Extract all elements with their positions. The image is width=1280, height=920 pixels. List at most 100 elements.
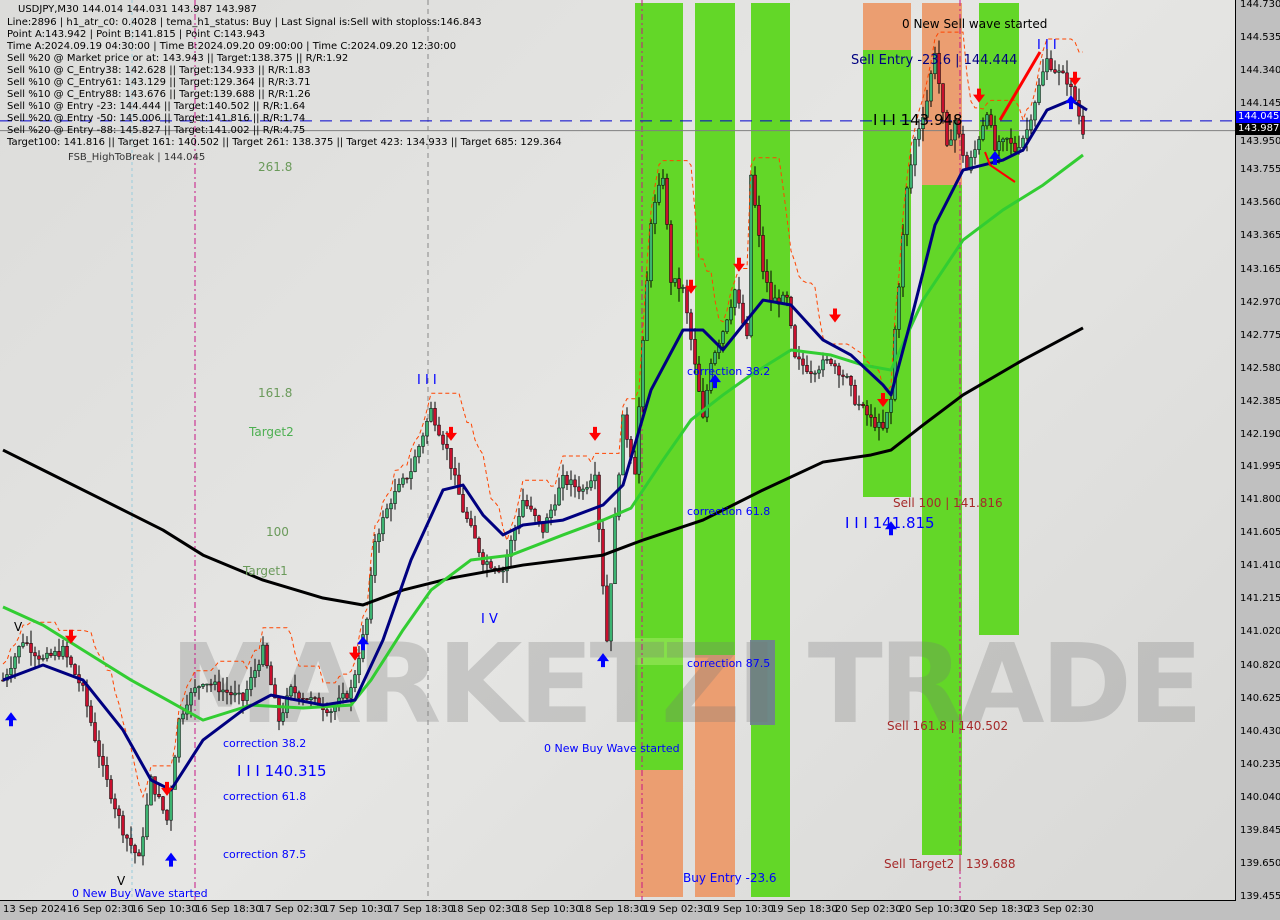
fsb-label: FSB_HighToBreak | 144.045 bbox=[68, 152, 206, 163]
candle-body bbox=[1037, 84, 1041, 103]
candle-body bbox=[805, 365, 809, 372]
candle-body bbox=[53, 651, 57, 656]
candle-body bbox=[709, 363, 713, 391]
price-tick-label: 143.365 bbox=[1240, 229, 1280, 241]
price-tick-label: 140.625 bbox=[1240, 693, 1280, 705]
signal-zone bbox=[751, 3, 790, 897]
price-tick-label: 144.340 bbox=[1240, 64, 1280, 76]
buy-arrow-icon bbox=[5, 712, 17, 727]
candle-body bbox=[217, 681, 221, 693]
candle-body bbox=[529, 505, 533, 510]
candle-body bbox=[17, 646, 21, 658]
price-tick-label: 141.800 bbox=[1240, 494, 1280, 506]
candle-body bbox=[445, 443, 449, 449]
candle-body bbox=[533, 508, 537, 516]
candle-body bbox=[249, 677, 253, 690]
correction-38-label: correction 38.2 bbox=[223, 737, 307, 750]
price-tick-label: 144.535 bbox=[1240, 31, 1280, 43]
candle-body bbox=[365, 618, 369, 635]
candle-body bbox=[721, 331, 725, 344]
sell-100-label: Sell 100 | 141.816 bbox=[893, 496, 1003, 510]
time-tick-label: 20 Sep 02:30 bbox=[835, 904, 902, 915]
plot-area[interactable]: MARKETZI TRADE USDJPY,M30 144.014 144.03… bbox=[0, 0, 1236, 901]
new-buy-wave-label: 0 New Buy Wave started bbox=[544, 742, 680, 755]
candle-body bbox=[257, 664, 261, 671]
candle-body bbox=[817, 369, 821, 374]
candle-body bbox=[673, 278, 677, 283]
sell-arrow-icon bbox=[349, 646, 361, 661]
info-line: Sell %20 @ Entry -50: 145.006 || Target:… bbox=[7, 113, 306, 124]
candle-body bbox=[605, 585, 609, 642]
info-line: Sell %10 @ C_Entry38: 142.628 || Target:… bbox=[7, 65, 311, 76]
candle-body bbox=[93, 722, 97, 741]
info-line: Target100: 141.816 || Target 161: 140.50… bbox=[7, 137, 562, 148]
candle-body bbox=[521, 500, 525, 517]
candle-body bbox=[1053, 69, 1057, 73]
candle-body bbox=[917, 128, 921, 140]
candle-body bbox=[49, 652, 53, 656]
candle-body bbox=[13, 656, 17, 669]
candle-body bbox=[525, 500, 529, 507]
candle-body bbox=[589, 480, 593, 488]
candle-body bbox=[641, 340, 645, 408]
candle-body bbox=[597, 474, 601, 530]
candle-body bbox=[137, 852, 141, 857]
candle-body bbox=[101, 756, 105, 766]
candle-body bbox=[537, 515, 541, 522]
candle-body bbox=[665, 177, 669, 225]
info-line: Sell %10 @ C_Entry88: 143.676 || Target:… bbox=[7, 89, 311, 100]
candle-body bbox=[1033, 102, 1037, 121]
time-tick-label: 17 Sep 18:30 bbox=[387, 904, 454, 915]
info-line: Line:2896 | h1_atr_c0: 0.4028 | tema_h1_… bbox=[7, 17, 482, 28]
price-tick-label: 140.040 bbox=[1240, 792, 1280, 804]
candle-body bbox=[765, 271, 769, 283]
candle-body bbox=[737, 289, 741, 304]
candle-body bbox=[173, 756, 177, 790]
price-tick-label: 141.215 bbox=[1240, 593, 1280, 605]
candle-body bbox=[945, 112, 949, 146]
correction-38-label: correction 38.2 bbox=[687, 365, 771, 378]
candle-body bbox=[657, 184, 661, 203]
candle-body bbox=[113, 798, 117, 810]
candle-body bbox=[897, 286, 901, 330]
candle-body bbox=[169, 789, 173, 821]
info-line: Time A:2024.09.19 04:30:00 | Time B:2024… bbox=[7, 41, 457, 52]
signal-zone bbox=[750, 640, 775, 725]
candle-body bbox=[409, 471, 413, 479]
candle-body bbox=[745, 323, 749, 337]
candle-body bbox=[769, 282, 773, 302]
sell-arrow-icon bbox=[829, 308, 841, 323]
sell-arrow-icon bbox=[733, 257, 745, 272]
candle-body bbox=[309, 697, 313, 700]
candle-body bbox=[977, 139, 981, 150]
candle-body bbox=[477, 537, 481, 553]
candle-body bbox=[237, 692, 241, 695]
candle-body bbox=[1077, 100, 1081, 117]
sell-arrow-icon bbox=[1069, 71, 1081, 86]
candle-body bbox=[1041, 71, 1045, 86]
candle-body bbox=[677, 278, 681, 289]
candle-body bbox=[453, 468, 457, 476]
candle-body bbox=[797, 356, 801, 360]
candle-body bbox=[857, 403, 861, 406]
candle-body bbox=[569, 479, 573, 485]
candle-body bbox=[373, 541, 377, 576]
candle-body bbox=[1065, 72, 1069, 85]
candle-body bbox=[905, 187, 909, 235]
candle-body bbox=[25, 642, 29, 644]
wave-iii-label: I I I bbox=[1037, 38, 1057, 53]
time-tick-label: 17 Sep 10:30 bbox=[323, 904, 390, 915]
candle-body bbox=[41, 658, 45, 660]
candle-body bbox=[313, 697, 317, 699]
candle-body bbox=[901, 234, 905, 288]
candle-body bbox=[401, 477, 405, 485]
candle-body bbox=[785, 294, 789, 298]
candle-body bbox=[389, 503, 393, 510]
price-chart[interactable] bbox=[0, 0, 1235, 900]
time-tick-label: 20 Sep 10:30 bbox=[899, 904, 966, 915]
info-line: Sell %20 @ Entry -88: 145.827 || Target:… bbox=[7, 125, 306, 136]
correction-87-label: correction 87.5 bbox=[687, 657, 771, 670]
candle-body bbox=[913, 139, 917, 166]
candle-body bbox=[109, 779, 113, 800]
